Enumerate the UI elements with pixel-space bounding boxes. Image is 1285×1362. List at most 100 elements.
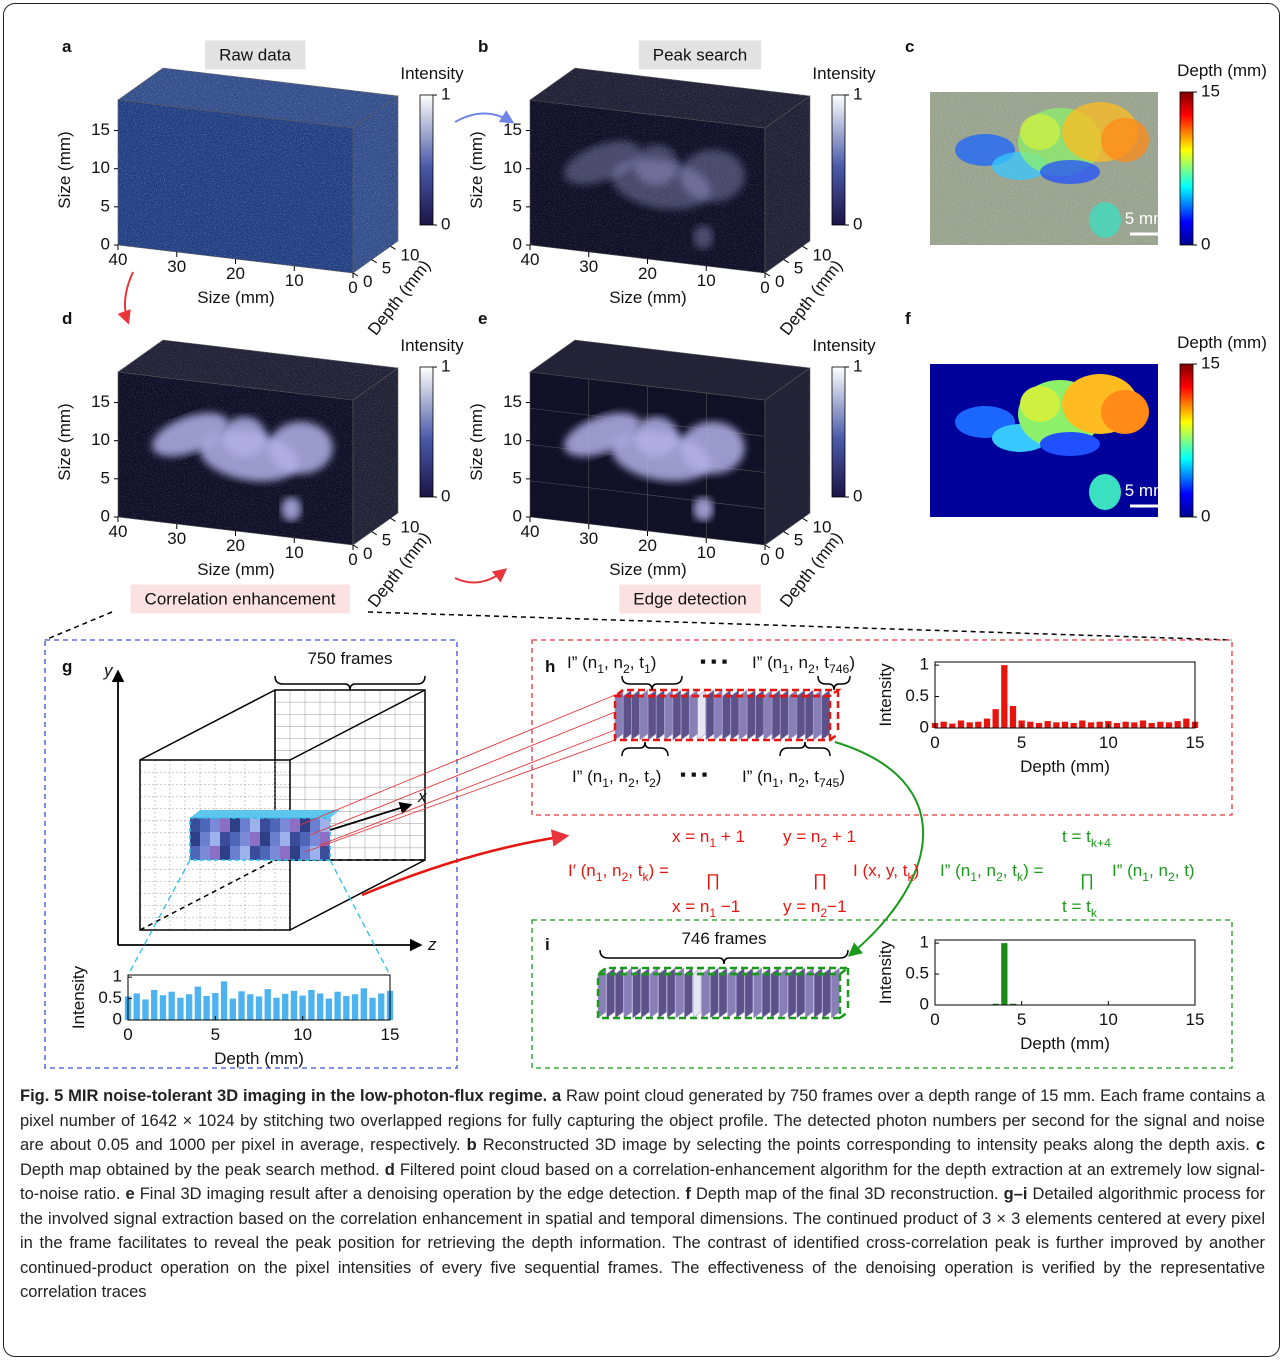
y-tick-label: 15: [503, 120, 522, 139]
colorbar: [1180, 92, 1193, 245]
pixel-block: [250, 832, 260, 846]
text-part: , n: [603, 861, 622, 880]
frame-slice: [831, 968, 839, 1018]
x-tick-label: 30: [167, 529, 186, 548]
text-part: x = n: [672, 897, 709, 916]
x-tick-label: 0: [348, 278, 357, 297]
y-tick-label: 15: [91, 392, 110, 411]
y-tick-label: 0.5: [905, 964, 929, 983]
object-shape: [1089, 202, 1121, 238]
panel-label: h: [545, 657, 555, 676]
frame-edge: [290, 690, 425, 760]
pixel-block: [220, 818, 230, 832]
text-part: , n: [1149, 861, 1168, 880]
y-tick-label: 10: [91, 158, 110, 177]
cube-speckle: [118, 100, 353, 273]
x-tick-label: 5: [1017, 733, 1026, 752]
x-tick-label: 0: [760, 278, 769, 297]
y-axis-label: Intensity: [876, 940, 895, 1004]
x-tick-label: 20: [638, 264, 657, 283]
x-axis-label: Depth (mm): [1020, 757, 1110, 776]
pixel-block: [190, 832, 200, 846]
text-part: + 1: [716, 827, 745, 846]
pixel-block: [220, 846, 230, 860]
zoom-line: [330, 860, 390, 975]
colorbar-title: Intensity: [812, 64, 876, 83]
x-tick-label: 10: [285, 543, 304, 562]
link-line: [320, 730, 615, 845]
frame-slice: [762, 968, 770, 1018]
object-shape: [693, 225, 713, 249]
pixel-block: [290, 846, 300, 860]
page: abcdefghiRaw dataPeak searchCorrelation …: [0, 0, 1285, 1362]
x-tick-label: 15: [381, 1025, 400, 1044]
caption-panel-label: e: [125, 1185, 134, 1203]
z-tick: [391, 246, 396, 249]
z-tick: [765, 273, 770, 276]
frame-slice: [772, 690, 780, 740]
pixel-block: [250, 818, 260, 832]
object-shape: [1020, 386, 1060, 422]
z-tick: [765, 545, 770, 548]
pixel-block: [260, 818, 270, 832]
panel-label: f: [905, 309, 911, 328]
frame-slice: [756, 690, 764, 740]
x-tick-label: 40: [521, 250, 540, 269]
colorbar-title: Depth (mm): [1177, 61, 1267, 80]
text-part: , t: [628, 861, 642, 880]
text-part: + 1: [827, 827, 856, 846]
frame-slice: [667, 968, 675, 1018]
frame-label: I” (n1, n2, t745): [742, 767, 845, 790]
frame-slice: [632, 690, 640, 740]
product-symbol: ∏: [813, 871, 827, 890]
frame-slice: [805, 690, 813, 740]
arrow: [835, 742, 923, 955]
pixel-block: [220, 832, 230, 846]
object-shape: [1040, 432, 1100, 456]
x-tick-label: 15: [1186, 1010, 1205, 1029]
object-shape: [281, 497, 301, 521]
text-part: , t): [1175, 861, 1195, 880]
text-part: t = t: [1062, 827, 1091, 846]
frame-slice: [681, 690, 689, 740]
frame-edge: [140, 860, 275, 930]
frame-slice: [624, 968, 632, 1018]
caption-panel-label: b: [467, 1136, 477, 1154]
panel-label: e: [478, 309, 487, 328]
text-part: , t: [815, 653, 829, 672]
frame-slice: [823, 968, 831, 1018]
pixel-block: [190, 846, 200, 860]
frames-label: 750 frames: [307, 649, 392, 668]
frame-slice: [698, 690, 706, 740]
frame-slice: [731, 690, 739, 740]
frame-slice: [814, 968, 822, 1018]
text-part: t = t: [1062, 897, 1091, 916]
colorbar: [832, 95, 845, 225]
x-axis-label: Size (mm): [609, 560, 686, 579]
x-tick-label: 0: [123, 1025, 132, 1044]
frame-edge: [290, 860, 425, 930]
caption-text: Final 3D imaging result after a denoisin…: [135, 1185, 686, 1203]
z-tick-label: 5: [794, 259, 803, 278]
frame-slice: [739, 690, 747, 740]
colorbar: [1180, 364, 1193, 517]
brace: [780, 742, 830, 756]
y-tick-label: 0: [920, 994, 929, 1013]
colorbar-tick-label: 1: [441, 356, 450, 375]
object-shape: [222, 417, 266, 457]
depth-axis-label: Depth (mm): [364, 528, 434, 610]
plot-frame: [935, 940, 1195, 1005]
object-shape: [634, 145, 678, 185]
product-symbol: ∏: [706, 871, 720, 890]
panel-label: d: [62, 309, 72, 328]
caption-text: Depth map of the final 3D reconstruction…: [691, 1185, 1004, 1203]
colorbar: [420, 367, 433, 497]
frame-slice: [747, 690, 755, 740]
x-tick-label: 10: [285, 271, 304, 290]
text-part: y = n: [783, 897, 820, 916]
caption-panel-label: c: [1256, 1136, 1265, 1154]
pixel-block: [190, 818, 200, 832]
frame-slice: [814, 690, 822, 740]
product-symbol: ∏: [1080, 871, 1094, 890]
frame-slice: [780, 968, 788, 1018]
